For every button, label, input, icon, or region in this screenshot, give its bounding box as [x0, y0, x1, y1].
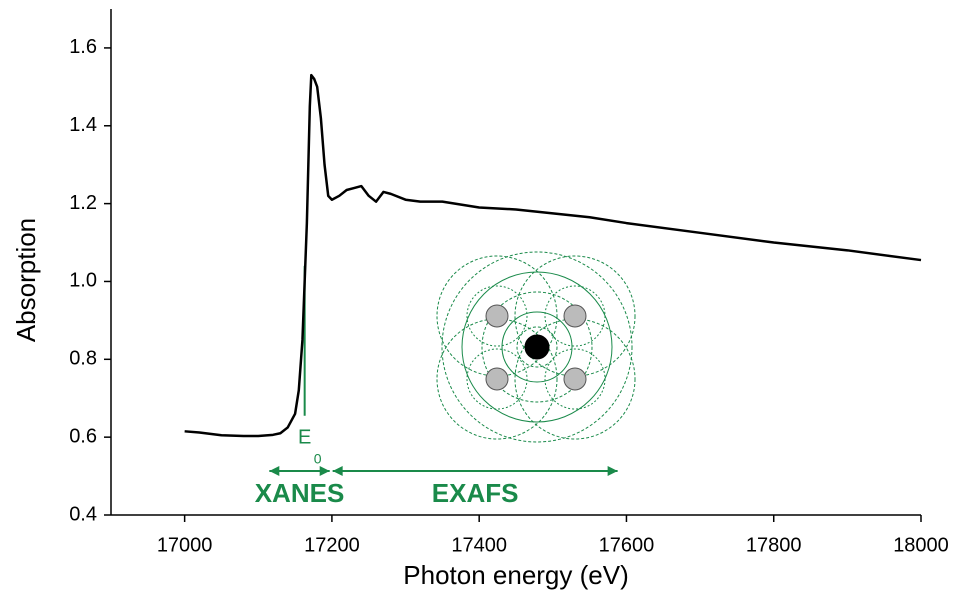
- span-label: EXAFS: [432, 478, 519, 508]
- y-tick-label: 0.4: [69, 503, 97, 525]
- x-tick-label: 17000: [157, 534, 213, 556]
- x-tick-label: 17800: [746, 534, 802, 556]
- x-tick-label: 18000: [893, 534, 949, 556]
- y-tick-label: 1.6: [69, 36, 97, 58]
- y-tick-label: 0.8: [69, 348, 97, 370]
- x-tick-label: 17600: [599, 534, 655, 556]
- x-tick-label: 17200: [304, 534, 360, 556]
- span-label: XANES: [255, 478, 345, 508]
- x-axis-title: Photon energy (eV): [403, 560, 628, 590]
- data-line: [184, 73, 922, 438]
- e0-label: E: [298, 426, 311, 448]
- y-tick-label: 1.4: [69, 114, 97, 136]
- arrowhead: [269, 466, 280, 476]
- arrowhead: [332, 466, 343, 476]
- arrowhead: [319, 466, 330, 476]
- y-tick-label: 1.2: [69, 192, 97, 214]
- atom-diagram: [436, 251, 636, 443]
- x-tick-label: 17400: [451, 534, 507, 556]
- y-tick-label: 1.0: [69, 270, 97, 292]
- arrowhead: [607, 466, 618, 476]
- e0-subscript: 0: [314, 451, 322, 467]
- y-axis-title: Absorption: [11, 218, 41, 342]
- y-tick-label: 0.6: [69, 425, 97, 447]
